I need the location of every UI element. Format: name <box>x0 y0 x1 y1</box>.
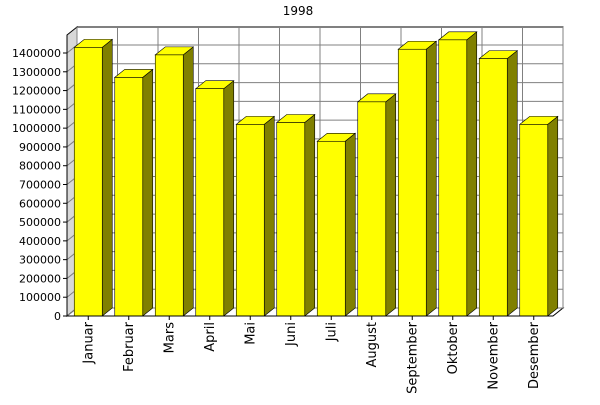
bar <box>194 80 235 317</box>
y-tick-label: 600000 <box>19 197 61 210</box>
bar-front-face <box>519 124 549 317</box>
bar <box>235 115 276 317</box>
chart-title: 1998 <box>283 4 314 18</box>
bar <box>356 93 397 317</box>
bar <box>478 50 519 317</box>
bar-side-face <box>344 132 356 317</box>
bar <box>518 115 559 317</box>
bar-front-face <box>73 47 103 317</box>
y-tick-label: 1100000 <box>12 103 61 116</box>
x-axis-ticks: Januar Februar Mars April Mai Juni Juli August S… <box>66 35 553 394</box>
x-tick-label: Februar <box>122 321 137 372</box>
bar-side-face <box>263 115 275 317</box>
bar-side-face <box>425 40 437 317</box>
y-tick-label: 1300000 <box>12 66 61 79</box>
y-tick-label: 100000 <box>19 291 61 304</box>
x-tick-label: September <box>405 321 420 394</box>
bar-front-face <box>114 77 144 317</box>
bar-front-face <box>195 88 225 317</box>
bar-side-face <box>142 68 154 317</box>
x-tick-label: Januar <box>81 321 96 364</box>
bar-side-face <box>101 38 113 317</box>
bar-side-face <box>385 93 397 317</box>
y-tick-label: 200000 <box>19 272 61 285</box>
x-tick-label: Juli <box>324 322 339 342</box>
bar-front-face <box>478 58 508 317</box>
bar <box>397 40 438 317</box>
bar-side-face <box>466 31 478 317</box>
y-tick-label: 400000 <box>19 235 61 248</box>
bar <box>73 38 114 317</box>
bar <box>275 113 316 317</box>
bar <box>113 68 154 317</box>
bar-side-face <box>223 80 235 317</box>
bar-side-face <box>182 46 194 317</box>
y-tick-label: 1000000 <box>12 122 61 135</box>
y-tick-label: 900000 <box>19 141 61 154</box>
x-tick-label: Mars <box>162 322 177 354</box>
bar-front-face <box>438 39 468 317</box>
y-tick-label: 500000 <box>19 216 61 229</box>
x-tick-label: Mai <box>243 322 258 345</box>
y-tick-label: 1400000 <box>12 47 61 60</box>
bar-front-face <box>154 54 184 317</box>
y-tick-label: 1200000 <box>12 85 61 98</box>
bar-side-face <box>304 113 316 317</box>
bar-series <box>73 31 559 317</box>
y-tick-label: 300000 <box>19 254 61 267</box>
bar <box>437 31 478 317</box>
bar-side-face <box>547 115 559 317</box>
y-tick-label: 800000 <box>19 160 61 173</box>
x-tick-label: Juni <box>284 322 299 347</box>
y-tick-label: 700000 <box>19 179 61 192</box>
x-tick-label: Desember <box>527 321 542 389</box>
bar <box>154 46 195 317</box>
x-tick-label: Oktober <box>446 321 461 374</box>
x-tick-label: November <box>486 321 501 389</box>
bar-front-face <box>316 140 346 317</box>
x-tick-label: April <box>203 322 218 352</box>
bar <box>316 132 357 317</box>
bar-front-face <box>357 101 387 317</box>
y-tick-label: 0 <box>54 310 61 323</box>
bar-front-face <box>276 122 306 317</box>
x-tick-label: August <box>365 322 380 368</box>
bar-front-face <box>235 124 265 317</box>
bar-side-face <box>506 50 518 317</box>
y-axis-ticks: 0 100000 200000 300000 400000 500000 600000 700… <box>12 47 67 323</box>
bar-front-face <box>397 48 427 317</box>
